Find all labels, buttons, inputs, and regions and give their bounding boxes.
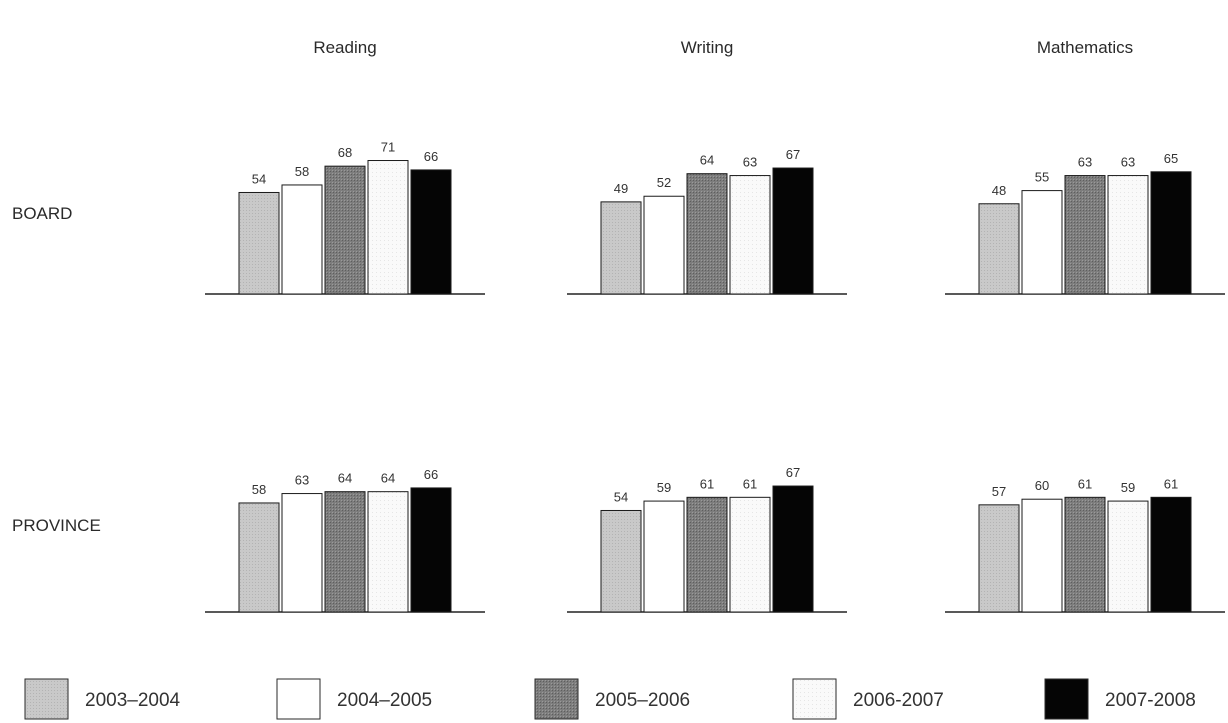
bar-board-mathematics-2 <box>1064 175 1106 295</box>
bar-board-reading-0 <box>238 191 280 295</box>
bar-board-mathematics-1 <box>1021 190 1063 295</box>
data-label: 48 <box>992 183 1006 198</box>
bar-province-mathematics-4 <box>1150 496 1192 613</box>
legend-swatch <box>534 678 579 720</box>
panels-layer: 54 58 68 71 66 49 52 64 63 67 48 55 63 63 65 58 63 64 64 66… <box>205 140 1225 613</box>
legend-item: 2003–2004 <box>24 678 181 720</box>
data-label: 54 <box>252 171 266 186</box>
legend-swatch <box>792 678 837 720</box>
data-label: 58 <box>295 164 309 179</box>
bar-province-mathematics-2 <box>1064 496 1106 613</box>
panel-province-reading: 58 63 64 64 66 <box>205 467 485 613</box>
legend-label: 2006-2007 <box>853 690 944 711</box>
row-label-province: PROVINCE <box>12 516 101 535</box>
bar-province-reading-1 <box>281 493 323 613</box>
legend-label: 2005–2006 <box>595 690 690 711</box>
data-label: 61 <box>743 476 757 491</box>
bar-board-reading-2 <box>324 165 366 295</box>
data-label: 63 <box>295 473 309 488</box>
bar-province-mathematics-1 <box>1021 498 1063 613</box>
legend-swatch <box>1044 678 1089 720</box>
data-label: 64 <box>700 153 714 168</box>
bar-board-mathematics-4 <box>1150 171 1192 295</box>
column-title-mathematics: Mathematics <box>1037 38 1133 57</box>
data-label: 64 <box>338 471 352 486</box>
data-label: 60 <box>1035 478 1049 493</box>
data-label: 66 <box>424 467 438 482</box>
bar-province-mathematics-0 <box>978 504 1020 613</box>
bar-board-mathematics-0 <box>978 203 1020 295</box>
legend-label: 2007-2008 <box>1105 690 1196 711</box>
bar-board-writing-4 <box>772 167 814 295</box>
bar-board-reading-3 <box>367 160 409 295</box>
bar-board-reading-4 <box>410 169 452 295</box>
data-label: 49 <box>614 181 628 196</box>
legend-layer: 2003–2004 2004–2005 2005–2006 2006-2007 2007… <box>24 678 1196 720</box>
panel-province-writing: 54 59 61 61 67 <box>567 465 847 613</box>
data-label: 61 <box>1078 476 1092 491</box>
bar-province-writing-3 <box>729 496 771 613</box>
data-label: 63 <box>1121 155 1135 170</box>
data-label: 54 <box>614 489 628 504</box>
panel-board-mathematics: 48 55 63 63 65 <box>945 151 1225 295</box>
bar-board-mathematics-3 <box>1107 175 1149 295</box>
data-label: 64 <box>381 471 395 486</box>
bar-province-mathematics-3 <box>1107 500 1149 613</box>
panel-board-writing: 49 52 64 63 67 <box>567 147 847 295</box>
bar-province-reading-0 <box>238 502 280 613</box>
data-label: 61 <box>700 476 714 491</box>
bar-province-writing-0 <box>600 509 642 613</box>
legend-item: 2004–2005 <box>276 678 432 720</box>
column-title-reading: Reading <box>313 38 376 57</box>
data-label: 66 <box>424 149 438 164</box>
data-label: 65 <box>1164 151 1178 166</box>
data-label: 61 <box>1164 476 1178 491</box>
legend-item: 2007-2008 <box>1044 678 1196 720</box>
data-label: 57 <box>992 484 1006 499</box>
legend-item: 2005–2006 <box>534 678 690 720</box>
bar-province-reading-4 <box>410 487 452 613</box>
legend-swatch <box>276 678 321 720</box>
bar-province-reading-3 <box>367 491 409 613</box>
panel-province-mathematics: 57 60 61 59 61 <box>945 476 1225 613</box>
legend-label: 2004–2005 <box>337 690 432 711</box>
data-label: 71 <box>381 140 395 155</box>
data-label: 59 <box>657 480 671 495</box>
data-label: 58 <box>252 482 266 497</box>
data-label: 68 <box>338 145 352 160</box>
bar-province-writing-2 <box>686 496 728 613</box>
bar-board-writing-1 <box>643 195 685 295</box>
bar-board-writing-2 <box>686 173 728 295</box>
data-label: 67 <box>786 147 800 162</box>
titles-layer: Reading Writing Mathematics BOARD PROVINCE <box>12 38 1133 535</box>
bar-province-writing-1 <box>643 500 685 613</box>
bar-board-reading-1 <box>281 184 323 295</box>
data-label: 55 <box>1035 170 1049 185</box>
panel-board-reading: 54 58 68 71 66 <box>205 140 485 295</box>
legend-item: 2006-2007 <box>792 678 944 720</box>
bar-province-writing-4 <box>772 485 814 613</box>
bar-board-writing-0 <box>600 201 642 295</box>
row-label-board: BOARD <box>12 204 72 223</box>
data-label: 63 <box>1078 155 1092 170</box>
data-label: 63 <box>743 155 757 170</box>
bar-province-reading-2 <box>324 491 366 613</box>
data-label: 67 <box>786 465 800 480</box>
bar-board-writing-3 <box>729 175 771 295</box>
data-label: 52 <box>657 175 671 190</box>
column-title-writing: Writing <box>681 38 734 57</box>
data-label: 59 <box>1121 480 1135 495</box>
legend-label: 2003–2004 <box>85 690 181 711</box>
legend-swatch <box>24 678 69 720</box>
